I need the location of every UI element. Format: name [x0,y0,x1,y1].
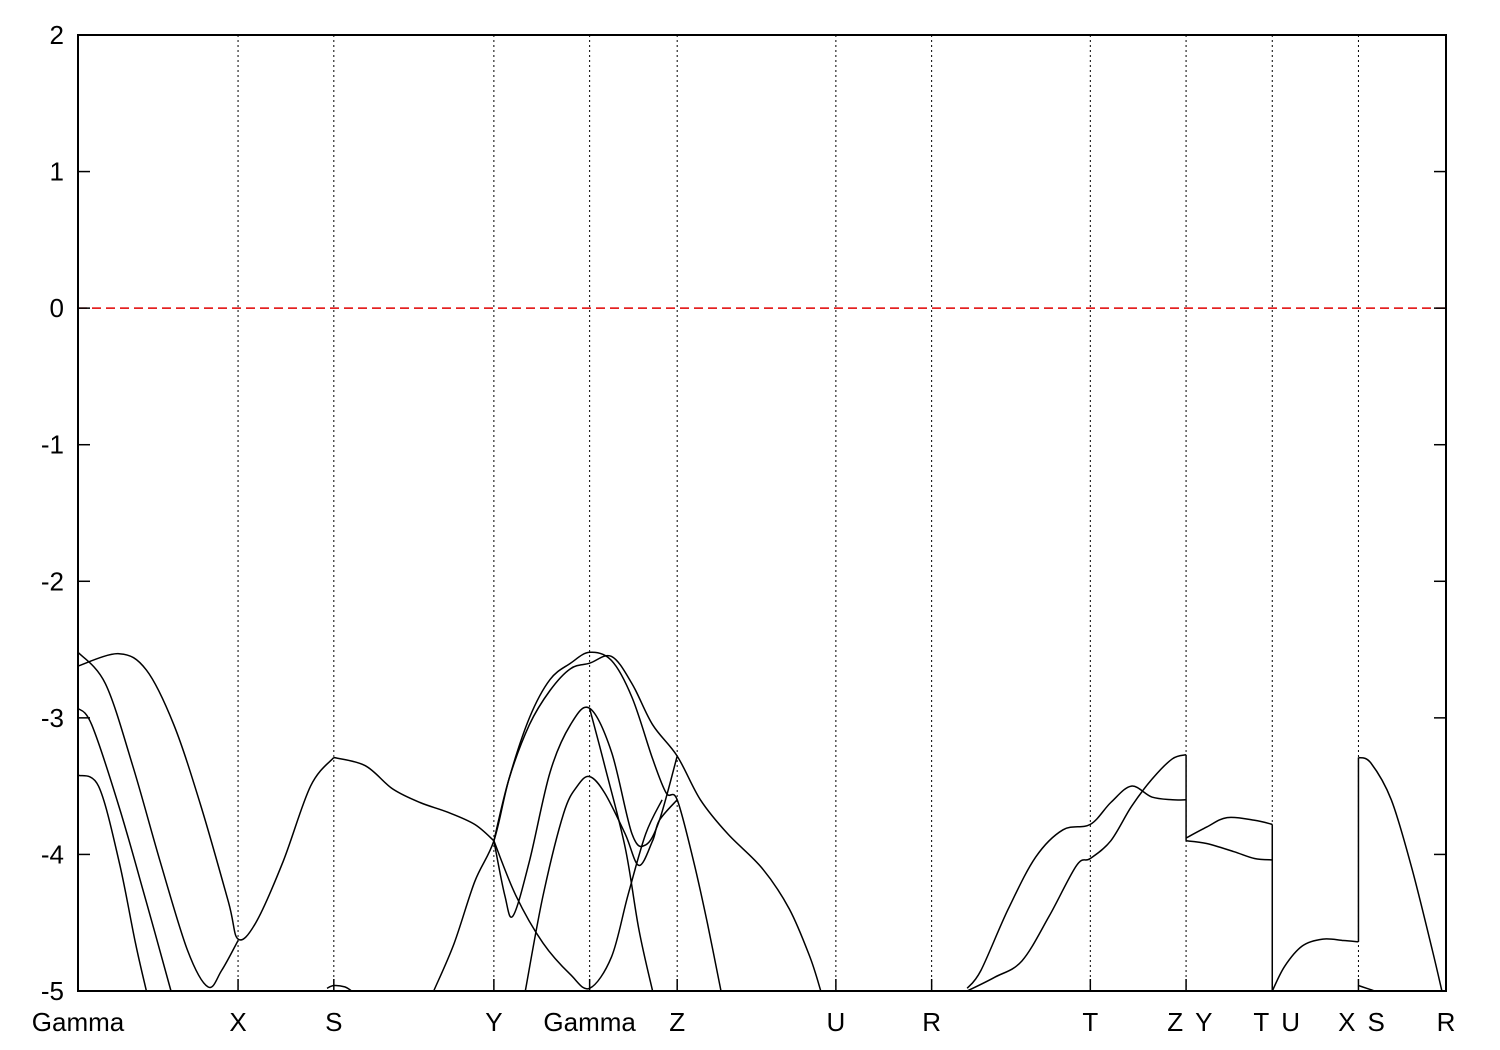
x-tick-label: Y [485,1007,502,1037]
x-tick-label: Z [669,1007,685,1037]
band-line-6 [433,651,722,992]
x-tick-label: X [229,1007,246,1037]
x-tick-label: R [1437,1007,1456,1037]
y-tick-label: 2 [50,20,64,50]
x-tick-label: Gamma [543,1007,636,1037]
x-tick-label: X [1338,1007,1355,1037]
x-tick-label: Z [1167,1007,1183,1037]
high-symmetry-lines [237,35,1359,991]
band-line-11 [326,984,353,992]
band-line-2 [77,651,239,989]
band-line-17 [1358,756,1443,992]
band-line-12 [966,785,1187,989]
band-line-5 [493,654,822,992]
y-tick-label: -1 [41,430,64,460]
y-tick-label: 1 [50,157,64,187]
y-tick-label: -2 [41,566,64,596]
band-line-0 [77,652,335,941]
band-line-14 [1185,816,1273,839]
x-axis: Gamma X S Y Gamma Z U R T Z Y T U X S R [32,979,1456,1037]
x-tick-label: U [1281,1007,1300,1037]
x-tick-label: Y [1195,1007,1212,1037]
band-line-16 [1271,938,1359,992]
band-line-10 [588,708,654,992]
plot-frame [77,34,1447,992]
y-tick-label: -4 [41,839,64,869]
y-axis: 2 1 0 -1 -2 -3 -4 -5 [41,20,1446,1006]
band-curves [77,651,1443,992]
band-line-7 [493,706,678,918]
band-line-13 [966,753,1187,992]
x-tick-label: T [1082,1007,1098,1037]
band-line-9 [524,775,678,992]
band-line-8 [493,799,663,990]
x-tick-label: S [325,1007,342,1037]
x-tick-label: U [826,1007,845,1037]
x-tick-label: T [1253,1007,1269,1037]
x-tick-label: R [922,1007,941,1037]
band-line-15 [1186,840,1273,861]
y-tick-label: -5 [41,976,64,1006]
y-tick-label: 0 [50,293,64,323]
x-tick-label: Gamma [32,1007,125,1037]
x-tick-label: S [1367,1007,1384,1037]
y-tick-label: -3 [41,703,64,733]
band-line-1 [333,756,495,842]
band-line-4 [77,774,148,992]
